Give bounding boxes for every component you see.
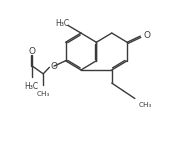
Text: CH₃: CH₃ [139,102,152,108]
Text: H₃C: H₃C [24,82,38,91]
Text: H₃C: H₃C [55,19,70,27]
Text: O: O [143,31,150,40]
Text: CH₃: CH₃ [37,91,50,97]
Text: O: O [29,47,36,56]
Text: O: O [51,62,58,71]
